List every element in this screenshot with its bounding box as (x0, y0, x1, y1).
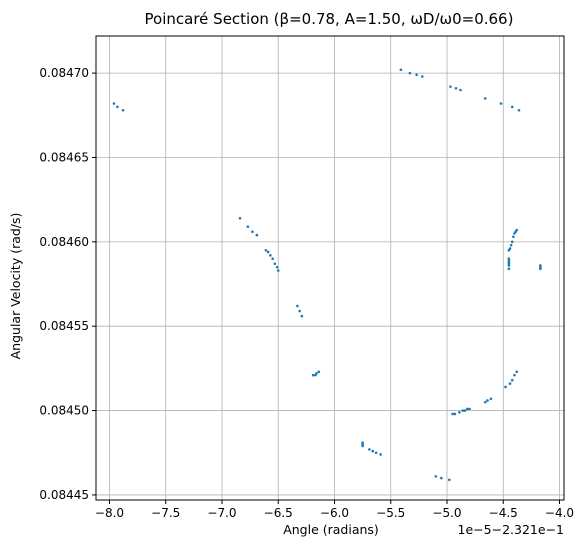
data-point (459, 88, 462, 92)
data-point (510, 240, 514, 244)
y-axis-ticks: 0.08445 0.08450 0.08455 0.08460 0.08465 0.084… (39, 66, 96, 502)
data-point (517, 108, 521, 112)
x-tick-label: −6.5 (264, 506, 293, 520)
x-tick-label: −5.5 (376, 506, 405, 520)
data-point (434, 475, 438, 478)
data-point (463, 409, 467, 412)
x-tick-label: −6.0 (320, 506, 349, 520)
plot-frame (95, 35, 565, 501)
data-point (368, 448, 371, 451)
data-point (458, 410, 461, 414)
data-point (509, 243, 513, 247)
data-point (447, 478, 451, 482)
data-point (489, 397, 493, 401)
x-tick-label: −4.5 (489, 506, 518, 520)
data-point (468, 407, 471, 411)
data-point (317, 370, 321, 374)
data-point (298, 309, 301, 313)
y-tick-label: 0.08445 (39, 488, 89, 502)
x-tick-label: −5.0 (432, 506, 461, 520)
data-point (300, 314, 304, 318)
x-tick-label: −7.5 (151, 506, 180, 520)
data-point (251, 230, 254, 234)
y-tick-label: 0.08465 (39, 150, 89, 164)
data-point (440, 476, 443, 480)
data-point (116, 105, 119, 109)
data-point (361, 444, 364, 448)
data-point (315, 372, 318, 375)
data-point (121, 108, 125, 112)
data-point (486, 399, 489, 402)
data-point (238, 216, 242, 220)
data-point (508, 382, 512, 385)
data-point (453, 412, 457, 416)
data-point (449, 85, 452, 88)
data-point (264, 248, 268, 252)
y-tick-label: 0.08450 (39, 404, 89, 418)
data-point (507, 264, 511, 267)
chart-title: Poincaré Section (β=0.78, A=1.50, ωD/ω0=… (145, 10, 514, 28)
data-point (273, 262, 277, 266)
data-point (507, 267, 511, 271)
data-point (266, 250, 270, 254)
data-point (510, 105, 514, 109)
data-point (112, 102, 116, 105)
data-point (420, 75, 424, 78)
data-point (504, 385, 507, 389)
data-point (513, 373, 516, 377)
x-axis-offset-label: 1e−5−2.321e−1 (458, 522, 564, 537)
data-point (408, 71, 412, 75)
data-point (512, 235, 515, 239)
data-point (451, 412, 454, 416)
data-point (483, 97, 487, 100)
data-point (461, 409, 465, 412)
y-tick-label: 0.08460 (39, 235, 89, 249)
data-points (112, 68, 542, 482)
data-point (415, 73, 418, 77)
data-point (379, 453, 382, 456)
data-point (276, 269, 280, 272)
data-point (539, 267, 542, 271)
data-point (510, 378, 514, 382)
data-point (515, 370, 519, 374)
x-tick-label: −4.0 (545, 506, 574, 520)
data-point (454, 87, 458, 90)
y-axis-label: Angular Velocity (rad/s) (8, 213, 23, 360)
data-point (311, 373, 315, 377)
x-tick-label: −7.0 (207, 506, 236, 520)
data-point (371, 449, 375, 453)
data-point (269, 254, 272, 257)
data-point (465, 407, 469, 411)
data-point (271, 257, 274, 261)
x-axis-ticks: −8.0 −7.5 −7.0 −6.5 −6.0 −5.5 −5.0 −4.5 −4.0 (95, 500, 574, 520)
data-point (275, 265, 279, 269)
grid-lines (96, 36, 564, 500)
data-point (513, 232, 516, 235)
x-axis-label: Angle (radians) (283, 522, 379, 537)
data-point (374, 451, 378, 455)
y-tick-label: 0.08470 (39, 66, 89, 80)
data-point (255, 233, 259, 237)
y-tick-label: 0.08455 (39, 319, 89, 333)
data-point (296, 304, 299, 308)
data-point (499, 102, 503, 105)
data-point (246, 225, 250, 228)
data-point (507, 248, 511, 252)
x-tick-label: −8.0 (95, 506, 124, 520)
data-point (483, 400, 487, 404)
data-point (399, 68, 403, 72)
